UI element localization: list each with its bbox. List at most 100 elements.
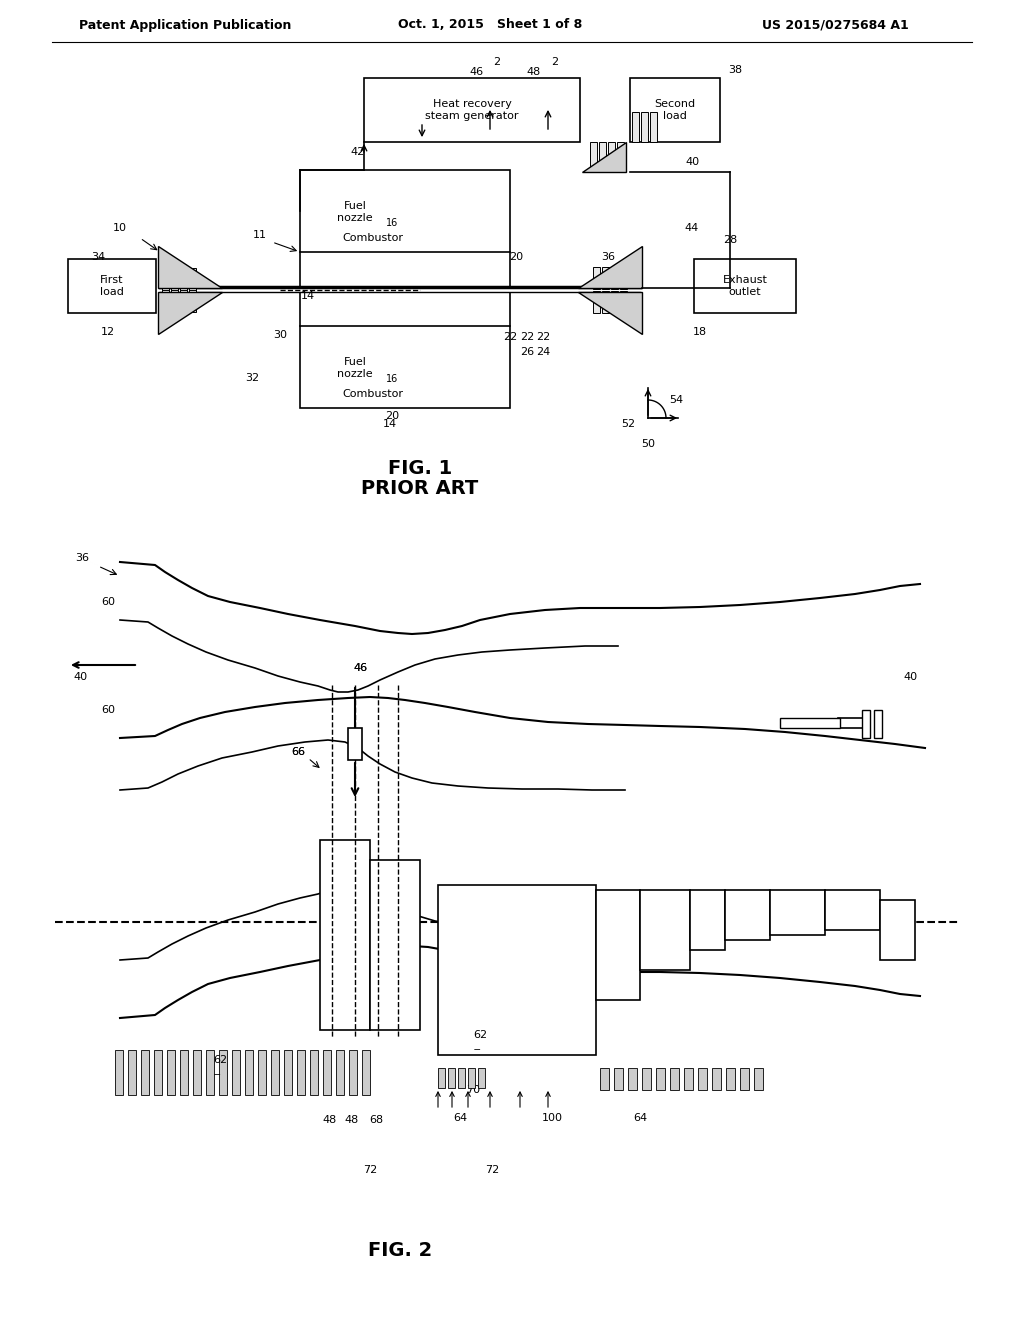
Bar [468, 1068, 475, 1088]
Bar [640, 890, 690, 970]
Text: PRIOR ART: PRIOR ART [361, 479, 478, 498]
Text: Fuel
nozzle: Fuel nozzle [337, 358, 373, 379]
Bar [349, 1049, 357, 1096]
Bar [593, 290, 600, 313]
Bar [300, 170, 510, 252]
Bar [862, 710, 870, 738]
Text: 100: 100 [542, 1113, 562, 1123]
Text: 42: 42 [351, 147, 366, 157]
Bar [874, 710, 882, 738]
Bar [189, 268, 196, 290]
Text: 30: 30 [273, 330, 287, 341]
Bar [650, 112, 657, 143]
Bar [880, 900, 915, 960]
Bar [780, 718, 840, 729]
Bar [770, 890, 825, 935]
Text: 72: 72 [490, 932, 505, 942]
Text: 26: 26 [520, 347, 535, 356]
Text: 60: 60 [101, 705, 115, 715]
Text: Second
load: Second load [654, 99, 695, 121]
Bar [364, 78, 580, 143]
Bar [694, 259, 796, 313]
Bar [300, 326, 510, 408]
Text: 12: 12 [101, 327, 115, 337]
Bar [690, 890, 725, 950]
Text: 62: 62 [213, 1055, 227, 1065]
Text: 48: 48 [527, 67, 541, 77]
Text: Patent Application Publication: Patent Application Publication [79, 18, 291, 32]
Text: 72: 72 [362, 1166, 377, 1175]
Bar [348, 729, 362, 760]
Bar [297, 1049, 305, 1096]
Bar [642, 1068, 651, 1090]
Text: Combustor: Combustor [342, 234, 403, 243]
Bar [684, 1068, 693, 1090]
Text: FIG. 1: FIG. 1 [388, 458, 453, 478]
Text: 40: 40 [73, 672, 87, 682]
Text: 16: 16 [386, 374, 398, 384]
Text: 14: 14 [301, 290, 315, 301]
Bar [611, 290, 618, 313]
Bar [171, 290, 178, 312]
Text: 2: 2 [494, 57, 501, 67]
Bar [628, 1068, 637, 1090]
Bar [596, 890, 640, 1001]
Bar [336, 1049, 344, 1096]
Bar [68, 259, 156, 313]
Text: 10: 10 [113, 223, 127, 234]
Text: 46: 46 [353, 663, 367, 673]
Text: 22: 22 [536, 333, 550, 342]
Text: Exhaust
outlet: Exhaust outlet [723, 275, 767, 297]
Polygon shape [158, 246, 222, 288]
Text: First
load: First load [100, 275, 124, 297]
Bar [219, 1049, 227, 1096]
Bar [319, 840, 370, 1030]
Text: 24: 24 [536, 347, 550, 356]
Bar [449, 1068, 455, 1088]
Text: 72: 72 [485, 1166, 499, 1175]
Text: 2: 2 [552, 57, 558, 67]
Text: 62: 62 [473, 1030, 487, 1040]
Text: FIG. 2: FIG. 2 [368, 1241, 432, 1259]
Bar [611, 267, 618, 289]
Text: 68: 68 [369, 1115, 383, 1125]
Text: 66: 66 [291, 747, 305, 756]
Text: 70: 70 [466, 1085, 480, 1096]
Bar [438, 884, 596, 1055]
Text: 40: 40 [685, 157, 699, 168]
Bar [670, 1068, 679, 1090]
Text: 11: 11 [253, 230, 267, 240]
Text: Oct. 1, 2015   Sheet 1 of 8: Oct. 1, 2015 Sheet 1 of 8 [398, 18, 582, 32]
Text: 50: 50 [641, 440, 655, 449]
Text: 34: 34 [91, 252, 105, 261]
Text: 22: 22 [520, 333, 535, 342]
Text: 46: 46 [469, 67, 483, 77]
Text: 44: 44 [685, 223, 699, 234]
Bar [602, 290, 609, 313]
Polygon shape [582, 143, 626, 172]
Bar [620, 290, 627, 313]
Bar [154, 1049, 162, 1096]
Text: 16: 16 [386, 218, 398, 228]
Text: 18: 18 [693, 327, 707, 337]
Bar [128, 1049, 136, 1096]
Bar [171, 268, 178, 290]
Text: 48: 48 [345, 1115, 359, 1125]
Bar [245, 1049, 253, 1096]
Text: 64: 64 [453, 1113, 467, 1123]
Bar [630, 78, 720, 143]
Text: 28: 28 [723, 235, 737, 246]
Bar [620, 267, 627, 289]
Bar [162, 290, 169, 312]
Bar [726, 1068, 735, 1090]
Bar [825, 890, 880, 931]
Text: 64: 64 [633, 1113, 647, 1123]
Text: 20: 20 [509, 252, 523, 261]
Text: 66: 66 [291, 747, 305, 756]
Text: 52: 52 [621, 418, 635, 429]
Bar [232, 1049, 240, 1096]
Text: Fuel
nozzle: Fuel nozzle [337, 201, 373, 223]
Bar [602, 267, 609, 289]
Bar [617, 143, 624, 172]
Text: 32: 32 [245, 374, 259, 383]
